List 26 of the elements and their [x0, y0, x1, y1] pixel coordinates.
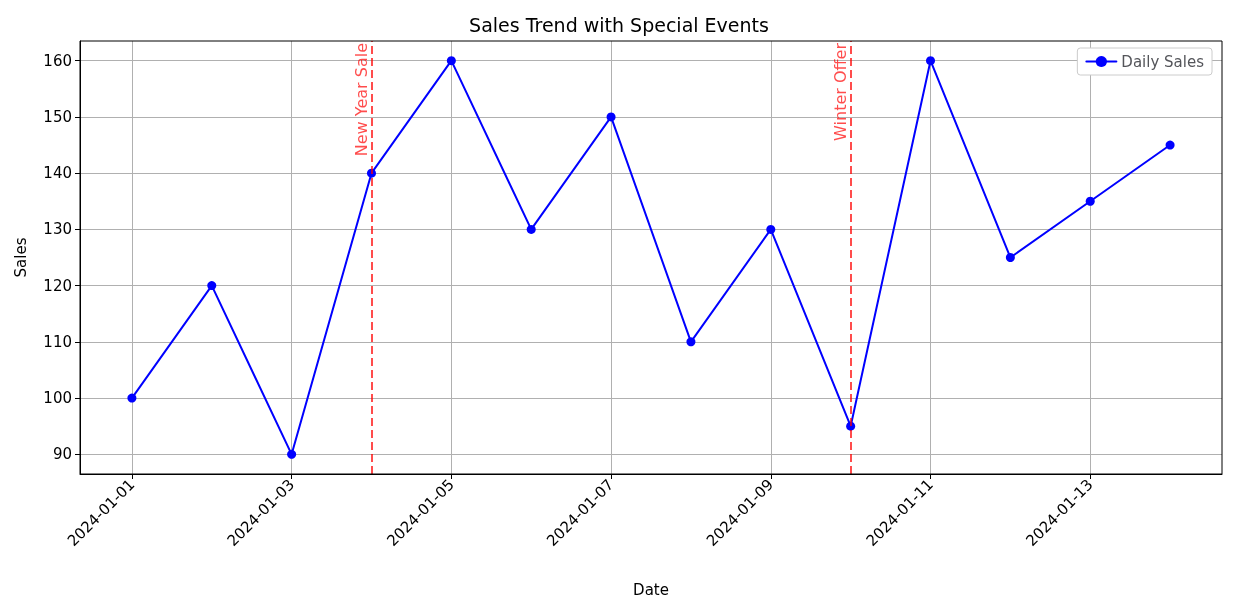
- point: [446, 56, 456, 66]
- y-tick-label: 90: [52, 445, 72, 464]
- point: [1085, 196, 1095, 206]
- ref-line-label: New Year Sale: [351, 43, 371, 157]
- point: [207, 281, 217, 291]
- point: [526, 224, 536, 234]
- point: [127, 393, 137, 403]
- y-tick-label: 160: [43, 51, 72, 70]
- y-tick-label: 100: [43, 389, 72, 408]
- y-tick-label: 120: [43, 276, 72, 295]
- ref-line-label: Winter Offer: [831, 42, 851, 141]
- point: [1165, 140, 1175, 150]
- chart-title: Sales Trend with Special Events: [469, 13, 769, 36]
- y-tick-label: 110: [43, 332, 72, 351]
- x-axis-title: Date: [633, 580, 669, 599]
- point: [606, 112, 616, 122]
- point: [287, 449, 297, 459]
- y-axis-title: Sales: [11, 237, 30, 278]
- point: [1005, 253, 1015, 262]
- point: [766, 224, 776, 234]
- legend-label: Daily Sales: [1121, 52, 1205, 71]
- y-tick-label: 140: [43, 164, 72, 183]
- point: [686, 337, 696, 347]
- point: [926, 56, 936, 66]
- y-tick-label: 130: [43, 220, 72, 239]
- y-tick-label: 150: [43, 107, 72, 126]
